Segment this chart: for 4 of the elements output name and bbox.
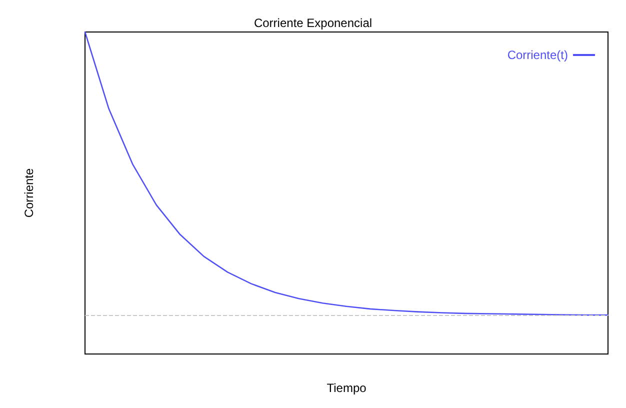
x-axis-title: Tiempo (326, 381, 367, 395)
y-axis-title: Corriente (22, 168, 36, 218)
legend-label: Corriente(t) (507, 48, 568, 62)
chart-title: Corriente Exponencial (254, 16, 372, 30)
